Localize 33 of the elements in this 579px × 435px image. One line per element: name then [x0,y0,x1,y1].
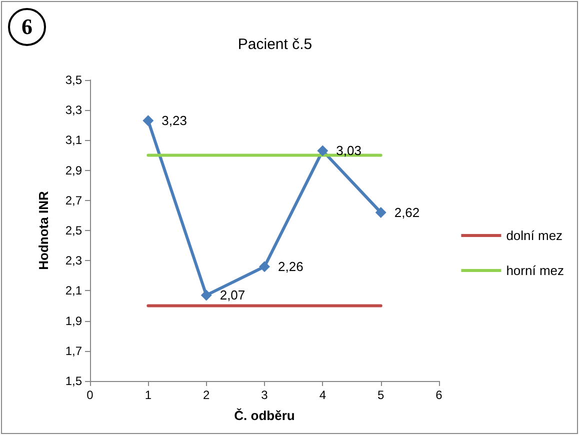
data-label: 3,23 [162,113,187,128]
data-label: 2,62 [394,204,420,220]
y-tick-label: 2,1 [65,284,82,298]
circle-badge: 6 [8,8,46,46]
y-tick-label: 1,5 [65,374,82,388]
y-tick-label: 1,9 [65,314,82,328]
chart-title: Pacient č.5 [238,36,312,53]
data-label: 2,07 [220,288,246,303]
x-tick-label: 5 [377,388,384,402]
y-tick-label: 1,7 [65,344,82,358]
x-tick-label: 0 [86,388,94,402]
x-tick-label: 6 [436,388,443,402]
x-tick-label: 4 [319,388,326,402]
legend-label: dolní mez [506,228,563,243]
y-tick-label: 2,5 [65,224,82,238]
y-tick-label: 2,9 [65,163,82,178]
y-tick-label: 2,7 [65,193,82,208]
y-tick-label: 2,3 [65,254,82,268]
y-tick-label: 3,3 [65,103,82,118]
x-tick-label: 3 [261,388,268,402]
x-axis-title: Č. odběru [234,408,295,423]
legend-label: horní mez [506,263,564,278]
x-tick-label: 2 [202,388,210,402]
point [259,261,270,272]
x-tick-label: 1 [144,388,152,402]
y-axis-title: Hodnota INR [36,190,51,270]
y-tick-label: 3,1 [65,133,82,148]
data-label: 2,26 [278,259,304,274]
point [200,290,212,301]
point [317,145,328,156]
point [142,115,154,126]
point [375,206,386,218]
y-tick-label: 3,5 [65,73,82,87]
